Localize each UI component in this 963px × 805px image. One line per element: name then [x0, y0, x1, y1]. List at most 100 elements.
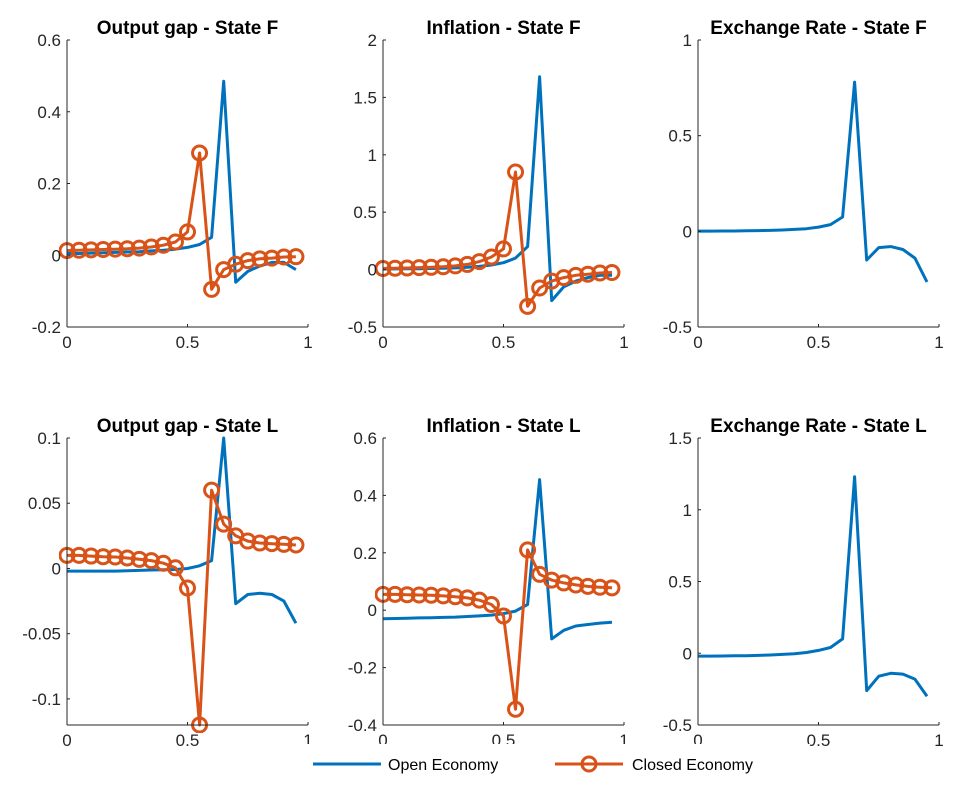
data-point-closed-economy — [239, 252, 257, 270]
panels-container: 0 0.5 1 -0.2 0 0.2 0.4 0.6 Output gap - State F 0… — [22, 18, 943, 750]
y-tick-label: -0.5 — [663, 318, 692, 337]
legend-label-open-economy: Open Economy — [388, 757, 498, 774]
data-point-closed-economy — [179, 579, 196, 597]
data-point-closed-economy — [519, 541, 537, 559]
plot-area — [383, 40, 624, 327]
plot-area — [67, 40, 308, 327]
y-tick-label: -0.5 — [663, 716, 692, 735]
series-line-open-economy — [698, 475, 929, 698]
data-point-closed-economy — [94, 241, 112, 259]
data-point-closed-economy — [263, 535, 281, 553]
series-group — [375, 75, 621, 315]
data-point-closed-economy — [275, 248, 293, 266]
data-point-closed-economy — [118, 549, 136, 567]
y-tick-label: 0.5 — [668, 127, 692, 146]
x-tick-label: 1 — [619, 333, 628, 352]
x-tick-label: 0 — [378, 731, 387, 750]
chart-title: Inflation - State F — [426, 18, 580, 39]
plot-area — [698, 40, 939, 327]
x-tick-label: 0.5 — [176, 731, 200, 750]
data-point-closed-economy — [130, 550, 148, 568]
series-group — [59, 79, 305, 298]
y-tick-label: -0.4 — [348, 716, 377, 735]
data-point-closed-economy — [106, 548, 124, 566]
data-point-closed-economy — [203, 481, 221, 499]
y-tick-label: 1.5 — [668, 429, 692, 448]
y-tick-label: 1 — [368, 146, 377, 165]
y-tick-label: 0 — [368, 601, 377, 620]
data-point-closed-economy — [434, 587, 452, 605]
data-point-closed-economy — [422, 586, 440, 604]
data-point-closed-economy — [263, 249, 281, 267]
data-point-closed-economy — [70, 241, 88, 259]
x-tick-label: 0.5 — [492, 333, 516, 352]
y-tick-label: 1 — [683, 31, 692, 50]
chart-title: Output gap - State F — [97, 18, 279, 39]
y-tick-label: 0.5 — [353, 203, 377, 222]
x-tick-label: 1 — [619, 731, 628, 750]
chart-title: Exchange Rate - State L — [710, 416, 927, 437]
data-point-closed-economy — [275, 535, 293, 553]
data-point-closed-economy — [603, 263, 621, 281]
data-point-closed-economy — [191, 144, 209, 162]
y-tick-label: 0.2 — [353, 544, 377, 563]
data-point-closed-economy — [82, 241, 100, 259]
data-point-closed-economy — [422, 258, 440, 276]
y-tick-label: -0.5 — [348, 318, 377, 337]
series-group — [59, 436, 305, 733]
x-tick-label: 0 — [693, 731, 702, 750]
data-point-closed-economy — [591, 264, 609, 282]
data-point-closed-economy — [555, 574, 573, 592]
data-point-closed-economy — [434, 258, 452, 276]
y-tick-label: 0 — [52, 246, 61, 265]
x-tick-label: 0.5 — [807, 731, 831, 750]
data-point-closed-economy — [410, 586, 428, 604]
x-tick-label: 1 — [303, 731, 312, 750]
data-point-closed-economy — [70, 546, 88, 564]
data-point-closed-economy — [386, 585, 404, 603]
y-tick-label: -0.2 — [348, 659, 377, 678]
data-point-closed-economy — [531, 279, 549, 297]
data-point-closed-economy — [179, 223, 196, 241]
plot-area — [383, 438, 624, 725]
chart-panel-output-gap-state-l: 0 0.5 1 -0.1 -0.05 0 0.05 0.1 Output gap - State… — [22, 416, 312, 750]
data-point-closed-economy — [591, 578, 609, 596]
data-point-closed-economy — [567, 266, 585, 284]
data-point-closed-economy — [410, 259, 428, 277]
legend: Open Economy Closed Economy — [300, 744, 810, 784]
y-tick-label: 1.5 — [353, 88, 377, 107]
data-point-closed-economy — [251, 250, 269, 268]
data-point-closed-economy — [398, 586, 416, 604]
y-tick-label: 2 — [368, 31, 377, 50]
data-point-closed-economy — [142, 238, 160, 256]
x-tick-label: 0.5 — [807, 333, 831, 352]
y-tick-label: 0 — [52, 559, 61, 578]
series-group — [375, 478, 621, 718]
data-point-closed-economy — [567, 576, 585, 594]
y-tick-label: -0.1 — [32, 690, 61, 709]
series-group — [698, 80, 929, 283]
data-point-closed-economy — [482, 248, 500, 266]
data-point-closed-economy — [251, 534, 269, 552]
data-point-closed-economy — [603, 579, 621, 597]
y-tick-label: 0.6 — [353, 429, 377, 448]
x-tick-label: 1 — [303, 333, 312, 352]
data-point-closed-economy — [82, 547, 100, 565]
y-tick-label: 0.4 — [353, 486, 377, 505]
x-tick-label: 0.5 — [176, 333, 200, 352]
x-tick-label: 1 — [934, 333, 943, 352]
data-point-closed-economy — [446, 257, 464, 275]
chart-title: Inflation - State L — [426, 416, 581, 437]
data-point-closed-economy — [130, 239, 148, 257]
y-tick-label: 0.2 — [37, 175, 61, 194]
data-point-closed-economy — [203, 280, 221, 298]
y-tick-label: 0.05 — [28, 494, 61, 513]
data-point-closed-economy — [166, 559, 184, 577]
series-line-open-economy — [698, 80, 929, 283]
data-point-closed-economy — [495, 607, 512, 625]
